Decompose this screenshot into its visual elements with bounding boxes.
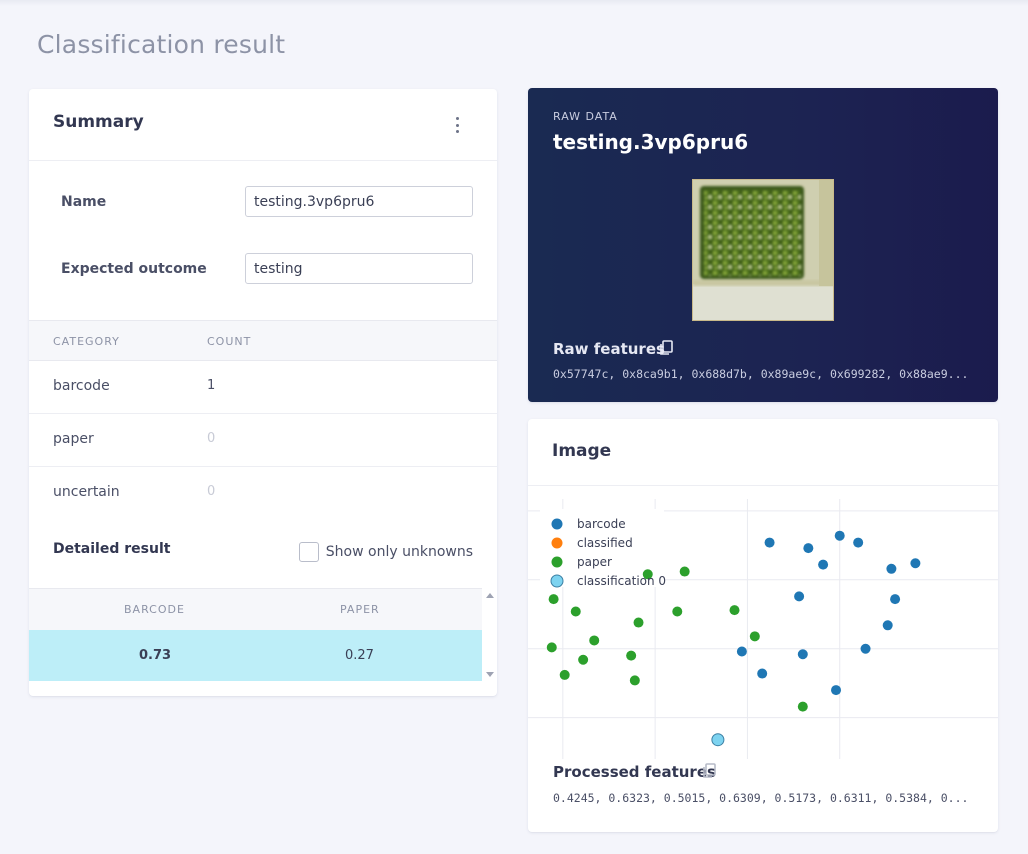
count-cell: 0 — [207, 484, 216, 499]
point-barcode[interactable] — [757, 668, 768, 679]
point-paper[interactable] — [642, 569, 653, 580]
detailed-result-header: BARCODE PAPER — [29, 588, 482, 630]
expected-outcome-input[interactable] — [245, 253, 473, 284]
point-paper[interactable] — [729, 605, 740, 616]
category-cell: uncertain — [53, 484, 120, 500]
legend-label-classification-0: classification 0 — [577, 574, 666, 588]
category-table: CATEGORY COUNT barcode 1 paper 0 uncerta… — [29, 320, 497, 520]
point-paper[interactable] — [578, 654, 589, 665]
legend-label-classified: classified — [577, 536, 633, 550]
name-row: Name — [29, 186, 497, 218]
point-barcode[interactable] — [803, 543, 814, 554]
processed-features-label: Processed features — [553, 763, 716, 781]
point-paper[interactable] — [797, 701, 808, 712]
point-paper[interactable] — [589, 635, 600, 646]
category-table-header: CATEGORY COUNT — [29, 320, 497, 361]
image-card-title: Image — [552, 441, 612, 461]
raw-data-card: RAW DATA testing.3vp6pru6 Raw features — [528, 88, 998, 402]
point-barcode[interactable] — [886, 563, 897, 574]
point-barcode[interactable] — [794, 591, 805, 602]
barcode-column-header: BARCODE — [124, 603, 185, 616]
point-classification-0[interactable] — [711, 733, 725, 747]
point-paper[interactable] — [559, 669, 570, 680]
name-label: Name — [61, 194, 107, 210]
sample-image-graphic — [693, 180, 833, 320]
detailed-result-table: BARCODE PAPER 0.73 0.27 — [29, 588, 497, 682]
count-column-header: COUNT — [207, 335, 252, 348]
point-barcode[interactable] — [764, 537, 775, 548]
table-row: uncertain 0 — [29, 467, 497, 520]
raw-data-sample-name: testing.3vp6pru6 — [553, 130, 749, 154]
summary-title: Summary — [53, 112, 144, 132]
category-cell: paper — [53, 431, 94, 447]
scroll-down-arrow-icon[interactable] — [486, 672, 494, 677]
top-bar-shadow — [0, 0, 1028, 6]
legend-label-barcode: barcode — [577, 517, 626, 531]
point-barcode[interactable] — [860, 643, 871, 654]
barcode-score-cell: 0.73 — [139, 648, 172, 663]
feature-scatter-plot: barcode classified paper classification 0 — [528, 499, 998, 761]
point-paper[interactable] — [672, 606, 683, 617]
category-cell: barcode — [53, 378, 110, 394]
point-paper[interactable] — [626, 650, 637, 661]
point-barcode[interactable] — [853, 537, 864, 548]
legend-marker-classification-0 — [550, 574, 564, 588]
copy-processed-features-icon[interactable] — [702, 763, 717, 783]
count-cell: 0 — [207, 431, 216, 446]
name-input[interactable] — [245, 186, 473, 217]
point-paper[interactable] — [546, 642, 557, 653]
legend-marker-classified — [551, 537, 563, 549]
sample-image — [692, 179, 834, 321]
detailed-result-title: Detailed result — [53, 541, 171, 557]
point-barcode[interactable] — [882, 620, 893, 631]
raw-data-kicker: RAW DATA — [553, 110, 618, 123]
point-barcode[interactable] — [910, 558, 921, 569]
point-barcode[interactable] — [818, 559, 829, 570]
summary-card: Summary Name Expected outcome CATEGORY C… — [29, 89, 497, 696]
table-row: paper 0 — [29, 414, 497, 467]
point-paper[interactable] — [570, 606, 581, 617]
point-barcode[interactable] — [834, 530, 845, 541]
expected-outcome-label: Expected outcome — [61, 261, 207, 277]
show-unknowns-label: Show only unknowns — [325, 544, 473, 560]
summary-header: Summary — [29, 89, 497, 161]
paper-score-cell: 0.27 — [345, 648, 374, 663]
kebab-menu-icon[interactable] — [453, 117, 461, 133]
page-title: Classification result — [37, 30, 286, 59]
image-card: Image barcode classified paper classificati… — [528, 419, 998, 832]
processed-features-value: 0.4245, 0.6323, 0.5015, 0.6309, 0.5173, … — [553, 791, 969, 805]
show-unknowns-checkbox[interactable] — [298, 542, 319, 562]
raw-features-label: Raw features — [553, 340, 665, 358]
scroll-up-arrow-icon[interactable] — [486, 593, 494, 598]
point-paper[interactable] — [679, 566, 690, 577]
point-barcode[interactable] — [797, 649, 808, 660]
point-barcode[interactable] — [890, 594, 901, 605]
paper-column-header: PAPER — [340, 603, 380, 616]
point-barcode[interactable] — [736, 646, 747, 657]
legend-marker-paper — [551, 556, 563, 568]
table-row[interactable]: 0.73 0.27 — [29, 630, 482, 681]
vertical-scrollbar[interactable] — [482, 588, 497, 682]
legend-marker-barcode — [551, 518, 563, 530]
point-paper[interactable] — [548, 594, 559, 605]
image-card-header: Image — [528, 419, 998, 486]
point-paper[interactable] — [629, 675, 640, 686]
point-paper[interactable] — [749, 631, 760, 642]
point-barcode[interactable] — [831, 685, 842, 696]
scatter-svg: barcode classified paper classification 0 — [528, 499, 998, 759]
count-cell: 1 — [207, 378, 216, 393]
point-paper[interactable] — [633, 617, 644, 628]
legend-label-paper: paper — [577, 555, 612, 569]
show-unknowns-toggle[interactable]: Show only unknowns — [298, 542, 473, 562]
table-row: barcode 1 — [29, 361, 497, 414]
raw-features-value: 0x57747c, 0x8ca9b1, 0x688d7b, 0x89ae9c, … — [553, 367, 969, 381]
copy-raw-features-icon[interactable] — [659, 340, 674, 360]
expected-outcome-row: Expected outcome — [29, 253, 497, 285]
category-column-header: CATEGORY — [53, 335, 120, 348]
